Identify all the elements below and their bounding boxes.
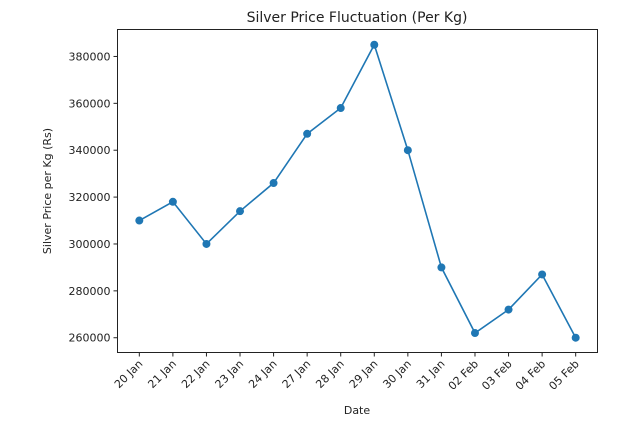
data-point bbox=[571, 333, 580, 342]
y-tick-label: 360000 bbox=[69, 97, 111, 110]
x-tick-label: 23 Jan bbox=[213, 357, 247, 391]
data-point bbox=[269, 179, 278, 188]
y-tick-label: 280000 bbox=[69, 285, 111, 298]
x-tick-label: 24 Jan bbox=[246, 357, 280, 391]
data-point bbox=[336, 104, 345, 113]
data-point bbox=[470, 329, 479, 338]
data-point bbox=[202, 239, 211, 248]
x-tick-label: 31 Jan bbox=[414, 357, 448, 391]
x-tick-label: 21 Jan bbox=[145, 357, 179, 391]
data-point bbox=[303, 129, 312, 138]
x-tick-label: 28 Jan bbox=[313, 357, 347, 391]
x-tick-label: 22 Jan bbox=[179, 357, 213, 391]
data-point bbox=[403, 146, 412, 155]
y-tick-label: 320000 bbox=[69, 191, 111, 204]
x-tick-label: 20 Jan bbox=[112, 357, 146, 391]
data-point bbox=[168, 197, 177, 206]
x-tick-label: 02 Feb bbox=[446, 357, 481, 392]
y-tick-label: 300000 bbox=[69, 238, 111, 251]
data-point bbox=[538, 270, 547, 279]
x-tick-label: 27 Jan bbox=[280, 357, 314, 391]
data-point bbox=[504, 305, 513, 314]
x-tick-label: 30 Jan bbox=[380, 357, 414, 391]
data-point bbox=[236, 207, 245, 216]
x-tick-label: 05 Feb bbox=[546, 357, 581, 392]
data-point bbox=[135, 216, 144, 225]
x-axis-label: Date bbox=[344, 404, 371, 417]
x-tick-label: 04 Feb bbox=[513, 357, 548, 392]
y-axis-label: Silver Price per Kg (Rs) bbox=[41, 128, 54, 254]
y-tick-label: 260000 bbox=[69, 332, 111, 345]
chart-title: Silver Price Fluctuation (Per Kg) bbox=[247, 10, 468, 26]
x-tick-label: 29 Jan bbox=[347, 357, 381, 391]
y-tick-label: 340000 bbox=[69, 144, 111, 157]
x-tick-label: 03 Feb bbox=[479, 357, 514, 392]
y-tick-label: 380000 bbox=[69, 50, 111, 63]
data-point bbox=[370, 40, 379, 49]
series-line bbox=[138, 42, 577, 339]
data-point bbox=[437, 263, 446, 272]
plot-frame bbox=[117, 29, 598, 353]
